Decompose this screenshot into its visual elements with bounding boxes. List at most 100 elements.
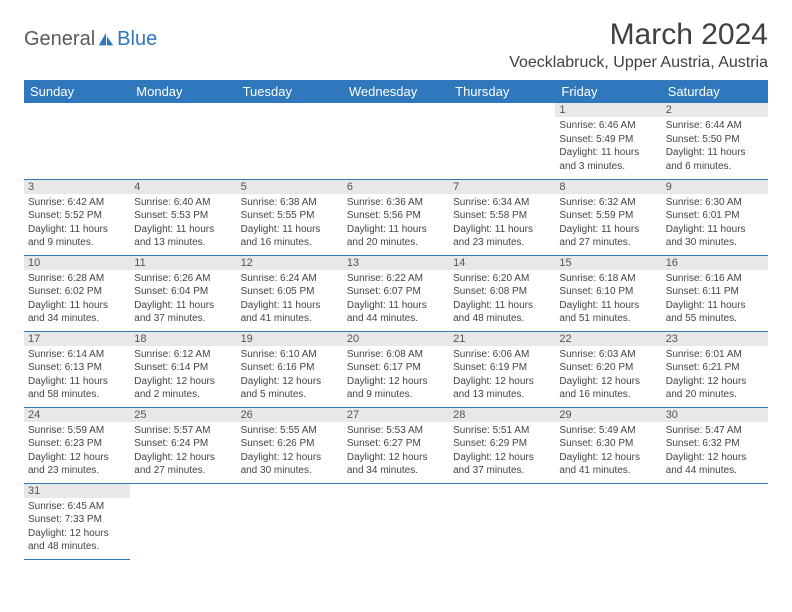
day-details: Sunrise: 6:12 AMSunset: 6:14 PMDaylight:…	[130, 346, 236, 404]
calendar-cell: 18Sunrise: 6:12 AMSunset: 6:14 PMDayligh…	[130, 331, 236, 407]
day-number: 20	[343, 332, 449, 346]
day-number: 26	[237, 408, 343, 422]
day-number: 10	[24, 256, 130, 270]
day-details: Sunrise: 6:08 AMSunset: 6:17 PMDaylight:…	[343, 346, 449, 404]
calendar-cell: 16Sunrise: 6:16 AMSunset: 6:11 PMDayligh…	[662, 255, 768, 331]
day-number: 3	[24, 180, 130, 194]
day-details: Sunrise: 6:44 AMSunset: 5:50 PMDaylight:…	[662, 117, 768, 175]
calendar-cell: 21Sunrise: 6:06 AMSunset: 6:19 PMDayligh…	[449, 331, 555, 407]
calendar-week: 10Sunrise: 6:28 AMSunset: 6:02 PMDayligh…	[24, 255, 768, 331]
calendar-cell: 2Sunrise: 6:44 AMSunset: 5:50 PMDaylight…	[662, 103, 768, 179]
day-details: Sunrise: 6:20 AMSunset: 6:08 PMDaylight:…	[449, 270, 555, 328]
calendar-cell	[555, 483, 661, 559]
day-header: Saturday	[662, 80, 768, 103]
day-details: Sunrise: 6:26 AMSunset: 6:04 PMDaylight:…	[130, 270, 236, 328]
calendar-week: 3Sunrise: 6:42 AMSunset: 5:52 PMDaylight…	[24, 179, 768, 255]
day-details: Sunrise: 6:06 AMSunset: 6:19 PMDaylight:…	[449, 346, 555, 404]
day-details: Sunrise: 6:32 AMSunset: 5:59 PMDaylight:…	[555, 194, 661, 252]
calendar-cell: 12Sunrise: 6:24 AMSunset: 6:05 PMDayligh…	[237, 255, 343, 331]
calendar-cell: 30Sunrise: 5:47 AMSunset: 6:32 PMDayligh…	[662, 407, 768, 483]
day-header: Friday	[555, 80, 661, 103]
day-details: Sunrise: 6:45 AMSunset: 7:33 PMDaylight:…	[24, 498, 130, 556]
calendar-cell: 7Sunrise: 6:34 AMSunset: 5:58 PMDaylight…	[449, 179, 555, 255]
calendar-cell: 3Sunrise: 6:42 AMSunset: 5:52 PMDaylight…	[24, 179, 130, 255]
day-number: 1	[555, 103, 661, 117]
day-number: 14	[449, 256, 555, 270]
day-number: 22	[555, 332, 661, 346]
calendar-cell: 13Sunrise: 6:22 AMSunset: 6:07 PMDayligh…	[343, 255, 449, 331]
calendar-cell: 23Sunrise: 6:01 AMSunset: 6:21 PMDayligh…	[662, 331, 768, 407]
calendar-cell	[662, 483, 768, 559]
day-number: 11	[130, 256, 236, 270]
day-number: 12	[237, 256, 343, 270]
calendar-cell: 24Sunrise: 5:59 AMSunset: 6:23 PMDayligh…	[24, 407, 130, 483]
calendar-week: 31Sunrise: 6:45 AMSunset: 7:33 PMDayligh…	[24, 483, 768, 559]
calendar-cell	[237, 103, 343, 179]
day-details: Sunrise: 5:51 AMSunset: 6:29 PMDaylight:…	[449, 422, 555, 480]
day-details: Sunrise: 5:57 AMSunset: 6:24 PMDaylight:…	[130, 422, 236, 480]
day-number: 4	[130, 180, 236, 194]
calendar-cell: 25Sunrise: 5:57 AMSunset: 6:24 PMDayligh…	[130, 407, 236, 483]
day-header-row: Sunday Monday Tuesday Wednesday Thursday…	[24, 80, 768, 103]
day-number: 7	[449, 180, 555, 194]
calendar-week: 1Sunrise: 6:46 AMSunset: 5:49 PMDaylight…	[24, 103, 768, 179]
header: General Blue March 2024 Voecklabruck, Up…	[24, 18, 768, 72]
calendar-cell	[24, 103, 130, 179]
day-header: Thursday	[449, 80, 555, 103]
calendar-cell: 5Sunrise: 6:38 AMSunset: 5:55 PMDaylight…	[237, 179, 343, 255]
calendar-cell: 28Sunrise: 5:51 AMSunset: 6:29 PMDayligh…	[449, 407, 555, 483]
logo-text-general: General	[24, 28, 95, 51]
day-details: Sunrise: 6:10 AMSunset: 6:16 PMDaylight:…	[237, 346, 343, 404]
day-details: Sunrise: 6:16 AMSunset: 6:11 PMDaylight:…	[662, 270, 768, 328]
day-number: 19	[237, 332, 343, 346]
calendar-week: 17Sunrise: 6:14 AMSunset: 6:13 PMDayligh…	[24, 331, 768, 407]
sail-icon	[97, 31, 115, 49]
title-block: March 2024 Voecklabruck, Upper Austria, …	[509, 18, 768, 72]
day-header: Wednesday	[343, 80, 449, 103]
day-details: Sunrise: 6:22 AMSunset: 6:07 PMDaylight:…	[343, 270, 449, 328]
day-number: 5	[237, 180, 343, 194]
calendar-cell: 11Sunrise: 6:26 AMSunset: 6:04 PMDayligh…	[130, 255, 236, 331]
calendar-cell	[449, 103, 555, 179]
day-details: Sunrise: 6:03 AMSunset: 6:20 PMDaylight:…	[555, 346, 661, 404]
day-header: Tuesday	[237, 80, 343, 103]
logo: General Blue	[24, 18, 157, 51]
day-number: 2	[662, 103, 768, 117]
day-details: Sunrise: 6:14 AMSunset: 6:13 PMDaylight:…	[24, 346, 130, 404]
day-details: Sunrise: 6:36 AMSunset: 5:56 PMDaylight:…	[343, 194, 449, 252]
calendar-cell	[449, 483, 555, 559]
day-number: 13	[343, 256, 449, 270]
calendar-table: Sunday Monday Tuesday Wednesday Thursday…	[24, 80, 768, 560]
calendar-cell: 20Sunrise: 6:08 AMSunset: 6:17 PMDayligh…	[343, 331, 449, 407]
day-number: 15	[555, 256, 661, 270]
day-details: Sunrise: 5:49 AMSunset: 6:30 PMDaylight:…	[555, 422, 661, 480]
calendar-cell	[343, 483, 449, 559]
calendar-cell: 26Sunrise: 5:55 AMSunset: 6:26 PMDayligh…	[237, 407, 343, 483]
calendar-cell	[237, 483, 343, 559]
calendar-cell: 1Sunrise: 6:46 AMSunset: 5:49 PMDaylight…	[555, 103, 661, 179]
calendar-cell: 22Sunrise: 6:03 AMSunset: 6:20 PMDayligh…	[555, 331, 661, 407]
day-header: Sunday	[24, 80, 130, 103]
day-number: 6	[343, 180, 449, 194]
day-details: Sunrise: 6:01 AMSunset: 6:21 PMDaylight:…	[662, 346, 768, 404]
day-details: Sunrise: 6:46 AMSunset: 5:49 PMDaylight:…	[555, 117, 661, 175]
day-number: 24	[24, 408, 130, 422]
day-number: 27	[343, 408, 449, 422]
day-details: Sunrise: 5:55 AMSunset: 6:26 PMDaylight:…	[237, 422, 343, 480]
day-number: 29	[555, 408, 661, 422]
day-details: Sunrise: 6:34 AMSunset: 5:58 PMDaylight:…	[449, 194, 555, 252]
day-number: 30	[662, 408, 768, 422]
day-number: 18	[130, 332, 236, 346]
day-details: Sunrise: 6:24 AMSunset: 6:05 PMDaylight:…	[237, 270, 343, 328]
calendar-cell	[130, 103, 236, 179]
day-number: 31	[24, 484, 130, 498]
calendar-cell: 19Sunrise: 6:10 AMSunset: 6:16 PMDayligh…	[237, 331, 343, 407]
day-number: 8	[555, 180, 661, 194]
day-number: 28	[449, 408, 555, 422]
day-header: Monday	[130, 80, 236, 103]
day-details: Sunrise: 6:42 AMSunset: 5:52 PMDaylight:…	[24, 194, 130, 252]
calendar-body: 1Sunrise: 6:46 AMSunset: 5:49 PMDaylight…	[24, 103, 768, 559]
day-details: Sunrise: 6:28 AMSunset: 6:02 PMDaylight:…	[24, 270, 130, 328]
day-details: Sunrise: 6:30 AMSunset: 6:01 PMDaylight:…	[662, 194, 768, 252]
calendar-cell: 10Sunrise: 6:28 AMSunset: 6:02 PMDayligh…	[24, 255, 130, 331]
